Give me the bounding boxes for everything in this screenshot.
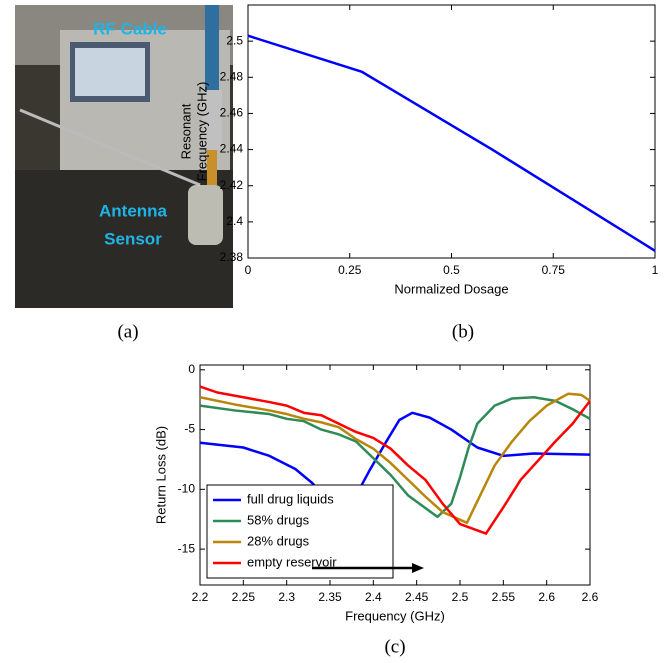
y-tick-label: 2.5 [226, 33, 243, 47]
x-tick-label: 2.45 [405, 590, 429, 604]
screen-display [75, 48, 145, 96]
x-tick-label: 2.2 [192, 590, 209, 604]
y-tick-label: -15 [178, 541, 196, 555]
legend-label: 58% drugs [247, 512, 310, 527]
y-tick-label: 2.38 [220, 250, 244, 264]
y-tick-label: -10 [178, 482, 196, 496]
x-tick-label: 2.35 [318, 590, 342, 604]
x-tick-label: 2.3 [278, 590, 295, 604]
y-tick-label: 2.48 [220, 69, 244, 83]
x-tick-label: 2.4 [365, 590, 382, 604]
connector [202, 90, 222, 150]
y-tick-label: 2.44 [220, 142, 244, 156]
caption: (c) [384, 636, 405, 657]
photo: RF Cable Antenna Sensor [15, 5, 233, 308]
caption: (b) [452, 321, 474, 342]
legend-label: 28% drugs [247, 533, 310, 548]
y-tick-label: 0 [188, 362, 195, 376]
x-tick-label: 2.6 [538, 590, 555, 604]
arrow-head [412, 563, 424, 573]
caption: (a) [117, 321, 138, 342]
x-tick-label: 2.6 [582, 590, 599, 604]
y-axis-label: Frequency (GHz) [194, 82, 209, 182]
x-tick-label: 1 [652, 263, 659, 277]
photo-label: Antenna [99, 201, 168, 220]
y-tick-label: -5 [184, 422, 195, 436]
series-line [199, 396, 591, 519]
photo-label: Sensor [104, 229, 162, 248]
x-tick-label: 2.5 [452, 590, 469, 604]
photo-label: RF Cable [93, 19, 167, 38]
connector-pin [207, 150, 217, 185]
y-tick-label: 2.46 [220, 106, 244, 120]
x-axis-label: Normalized Dosage [394, 281, 508, 296]
antenna [188, 185, 223, 245]
y-axis-label: Return Loss (dB) [153, 426, 168, 524]
x-tick-label: 0.25 [338, 263, 362, 277]
x-axis-label: Frequency (GHz) [345, 608, 445, 623]
legend-label: full drug liquids [247, 491, 334, 506]
y-tick-label: 2.4 [226, 214, 243, 228]
legend: full drug liquids 58% drugs 28% drugs empty… [206, 484, 394, 579]
x-tick-label: 0.5 [443, 263, 460, 277]
series-line [199, 392, 591, 525]
series-line [199, 385, 591, 535]
y-tick-label: 2.42 [220, 178, 244, 192]
series-line [199, 411, 591, 516]
x-tick-label: 0 [245, 263, 252, 277]
arrow [312, 563, 424, 573]
x-tick-label: 0.75 [542, 263, 566, 277]
series-line [247, 34, 656, 252]
x-tick-label: 2.55 [492, 590, 516, 604]
x-tick-label: 2.25 [232, 590, 256, 604]
plot-frame [247, 4, 656, 259]
legend-label: empty reservoir [247, 554, 337, 569]
needle [19, 108, 201, 187]
y-axis-label: Resonant [178, 103, 193, 159]
